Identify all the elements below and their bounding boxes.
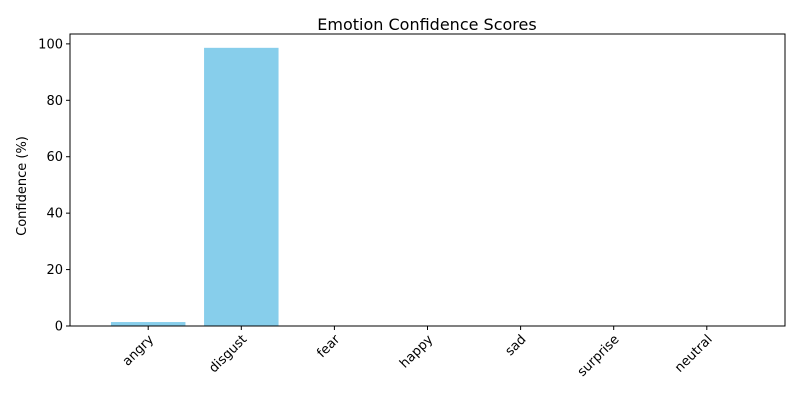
- bar-disgust: [204, 47, 279, 326]
- y-ticks-group: 0 20 40 60 80 100: [38, 37, 70, 335]
- y-tick-label: 20: [46, 263, 63, 278]
- y-tick-label: 40: [46, 207, 63, 222]
- bars-group: [110, 47, 279, 326]
- x-tick-label-happy: happy: [397, 332, 436, 371]
- chart-title: Emotion Confidence Scores: [317, 15, 536, 34]
- x-ticks-group: angry disgust fear happy sad surprise neutral: [120, 326, 716, 380]
- x-tick-label-disgust: disgust: [206, 332, 250, 376]
- bar-angry: [110, 322, 186, 326]
- x-tick-label-fear: fear: [314, 332, 343, 361]
- y-axis-label: Confidence (%): [15, 136, 30, 236]
- plot-frame: [69, 33, 786, 327]
- x-tick-label-sad: sad: [503, 332, 530, 359]
- x-tick-label-surprise: surprise: [575, 332, 623, 380]
- x-tick-label-angry: angry: [120, 332, 157, 369]
- y-tick-label: 60: [46, 150, 63, 165]
- y-tick-label: 80: [46, 94, 63, 109]
- y-tick-label: 0: [55, 320, 63, 335]
- x-tick-label-neutral: neutral: [672, 332, 715, 375]
- y-tick-label: 100: [38, 37, 63, 52]
